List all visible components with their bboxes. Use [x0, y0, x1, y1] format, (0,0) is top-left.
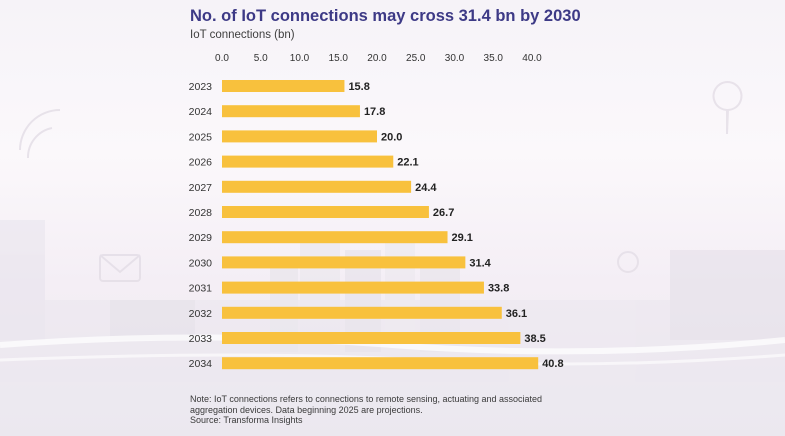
bar: [222, 80, 345, 92]
chart-title: No. of IoT connections may cross 31.4 bn…: [190, 7, 581, 25]
y-category-label: 2034: [189, 358, 213, 370]
y-category-label: 2029: [189, 232, 213, 244]
source-text: Source: Transforma Insights: [190, 415, 303, 425]
bar: [222, 357, 539, 370]
bar-value-label: 24.4: [415, 182, 437, 194]
footnote: Note: IoT connections refers to connecti…: [190, 394, 630, 426]
y-category-label: 2027: [189, 182, 213, 194]
note-line-1: Note: IoT connections refers to connecti…: [190, 394, 543, 404]
bar: [222, 105, 360, 118]
bar: [222, 306, 502, 319]
x-tick-label: 10.0: [290, 53, 310, 64]
bar: [222, 206, 429, 218]
y-category-label: 2033: [189, 333, 213, 345]
bar: [222, 130, 377, 143]
bar-value-label: 33.8: [488, 283, 509, 295]
y-category-label: 2025: [189, 131, 213, 143]
chart-subtitle: IoT connections (bn): [190, 29, 295, 41]
y-category-label: 2030: [189, 257, 213, 269]
bar-value-label: 20.0: [381, 131, 402, 143]
bar: [222, 332, 521, 344]
x-tick-label: 0.0: [215, 53, 229, 64]
x-tick-label: 35.0: [484, 53, 504, 64]
bar-value-label: 15.8: [348, 81, 369, 93]
bar-value-label: 29.1: [452, 232, 473, 244]
bar: [222, 180, 412, 193]
note-line-2: aggregation devices. Data beginning 2025…: [190, 404, 423, 415]
x-tick-label: 25.0: [406, 53, 426, 64]
bar-value-label: 31.4: [469, 257, 491, 269]
y-category-label: 2032: [189, 308, 213, 320]
x-tick-label: 5.0: [254, 53, 268, 64]
x-tick-label: 40.0: [522, 53, 542, 64]
x-tick-label: 30.0: [445, 53, 465, 64]
bar-value-label: 22.1: [397, 157, 418, 169]
bar-value-label: 40.8: [542, 358, 563, 370]
bar-value-label: 17.8: [364, 106, 385, 118]
bar: [222, 281, 484, 294]
y-category-label: 2024: [189, 106, 213, 118]
y-category-label: 2023: [189, 81, 213, 93]
y-category-label: 2028: [189, 207, 213, 219]
bar-value-label: 38.5: [524, 333, 545, 345]
bar-value-label: 26.7: [433, 207, 454, 219]
bar: [222, 231, 448, 244]
y-category-label: 2031: [189, 283, 213, 295]
bar: [222, 155, 394, 168]
x-tick-label: 15.0: [329, 53, 349, 64]
bar-value-label: 36.1: [506, 308, 527, 320]
bar: [222, 256, 466, 269]
y-category-label: 2026: [189, 157, 213, 169]
x-tick-label: 20.0: [367, 53, 387, 64]
